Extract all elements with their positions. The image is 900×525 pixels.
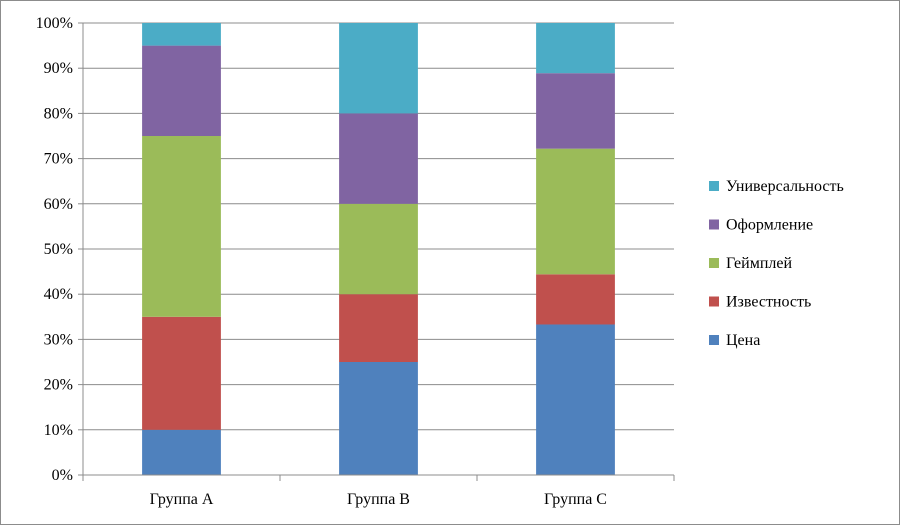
legend-label: Цена <box>726 332 760 349</box>
legend-swatch <box>709 181 719 191</box>
legend-label: Известность <box>726 294 811 311</box>
legend-swatch <box>709 335 719 345</box>
bar-segment <box>339 294 418 362</box>
bar-segment <box>536 274 615 325</box>
x-category-label: Группа В <box>347 491 410 508</box>
y-tick-label: 80% <box>44 105 73 122</box>
y-tick-label: 0% <box>52 467 73 484</box>
bar-segment <box>339 362 418 475</box>
bar-segment <box>142 23 221 46</box>
bar-segment <box>339 23 418 114</box>
bar-segment <box>536 148 615 275</box>
y-tick-label: 90% <box>44 60 73 77</box>
bar-segment <box>142 136 221 317</box>
y-tick-label: 70% <box>44 151 73 168</box>
y-tick-label: 60% <box>44 196 73 213</box>
x-category-label: Группа С <box>544 491 607 508</box>
y-tick-label: 10% <box>44 422 73 439</box>
bar-segment <box>142 45 221 136</box>
y-tick-label: 50% <box>44 241 73 258</box>
y-tick-label: 20% <box>44 377 73 394</box>
bar-segment <box>536 73 615 149</box>
legend-swatch <box>709 258 719 268</box>
x-category-labels: Группа А Группа В Группа С <box>150 491 607 508</box>
bar-segment <box>339 203 418 295</box>
y-tick-label: 100% <box>36 15 73 32</box>
bars <box>142 23 615 475</box>
legend-swatch <box>709 219 719 230</box>
bar-segment <box>142 429 221 475</box>
bar-segment <box>339 113 418 204</box>
y-tick-labels: 0% 10% 20% 30% 40% 50% 60% 70% 80% 90% 100% <box>36 15 73 484</box>
y-tick-label: 30% <box>44 331 73 348</box>
legend-swatch <box>709 296 719 307</box>
bar-segment <box>142 316 221 430</box>
legend-label: Универсальность <box>726 178 844 195</box>
legend-label: Оформление <box>726 217 813 234</box>
bar-segment <box>536 324 615 475</box>
y-tick-label: 40% <box>44 286 73 303</box>
axes <box>78 22 675 481</box>
x-category-label: Группа А <box>150 491 214 508</box>
legend-label: Геймплей <box>726 255 792 272</box>
bar-segment <box>536 23 615 74</box>
legend: Универсальность Оформление Геймплей Известн… <box>709 178 844 349</box>
